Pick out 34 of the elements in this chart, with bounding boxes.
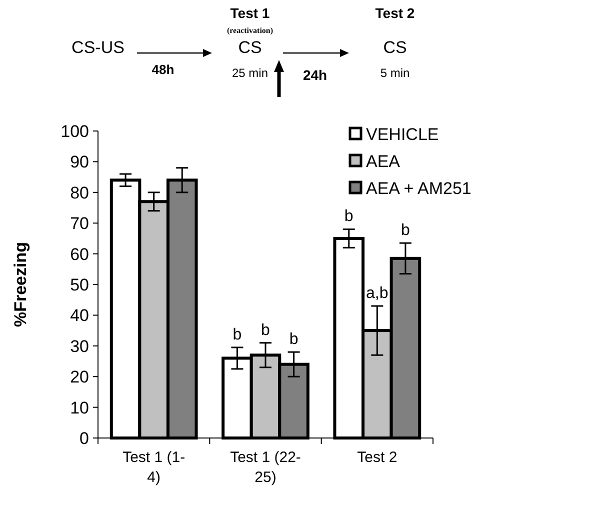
text: CS-US bbox=[72, 38, 124, 57]
y-tick-label: 50 bbox=[70, 275, 89, 294]
text: 5 min bbox=[380, 66, 410, 80]
legend-label: AEA + AM251 bbox=[366, 178, 472, 198]
x-tick-label: Test 2 bbox=[357, 449, 398, 466]
y-axis-title: %Freezing bbox=[11, 242, 30, 328]
legend-label: VEHICLE bbox=[366, 124, 439, 144]
data-label: b bbox=[401, 222, 410, 240]
y-tick-label: 30 bbox=[70, 336, 89, 356]
y-tick-label: 40 bbox=[70, 306, 89, 326]
y-tick-label: 70 bbox=[70, 214, 89, 234]
text: CS bbox=[238, 38, 262, 57]
y-tick-label: 90 bbox=[70, 152, 89, 172]
text: Test 1 bbox=[230, 5, 270, 21]
text: (reactivation) bbox=[226, 26, 274, 35]
data-label: b bbox=[261, 322, 270, 339]
y-tick-label: 0 bbox=[80, 428, 89, 448]
text: 48h bbox=[152, 62, 174, 77]
legend-label: AEA bbox=[366, 152, 401, 171]
text: 24h bbox=[302, 67, 328, 83]
data-label: b bbox=[289, 331, 298, 348]
text: 25 min bbox=[232, 66, 268, 80]
data-label: a,b bbox=[366, 284, 388, 302]
y-tick-label: 20 bbox=[70, 368, 89, 387]
y-tick-label: 60 bbox=[70, 244, 89, 264]
text: Test 2 bbox=[375, 5, 415, 21]
y-tick-label: 10 bbox=[70, 398, 89, 418]
x-tick-label: Test 1 (1-4) bbox=[122, 449, 186, 486]
y-tick-label: 100 bbox=[60, 122, 89, 141]
x-tick-label: Test 1 (22-25) bbox=[230, 449, 301, 486]
data-label: b bbox=[344, 208, 354, 226]
y-tick-label: 80 bbox=[70, 183, 89, 202]
text: CS bbox=[383, 38, 407, 57]
data-label: b bbox=[232, 326, 242, 344]
